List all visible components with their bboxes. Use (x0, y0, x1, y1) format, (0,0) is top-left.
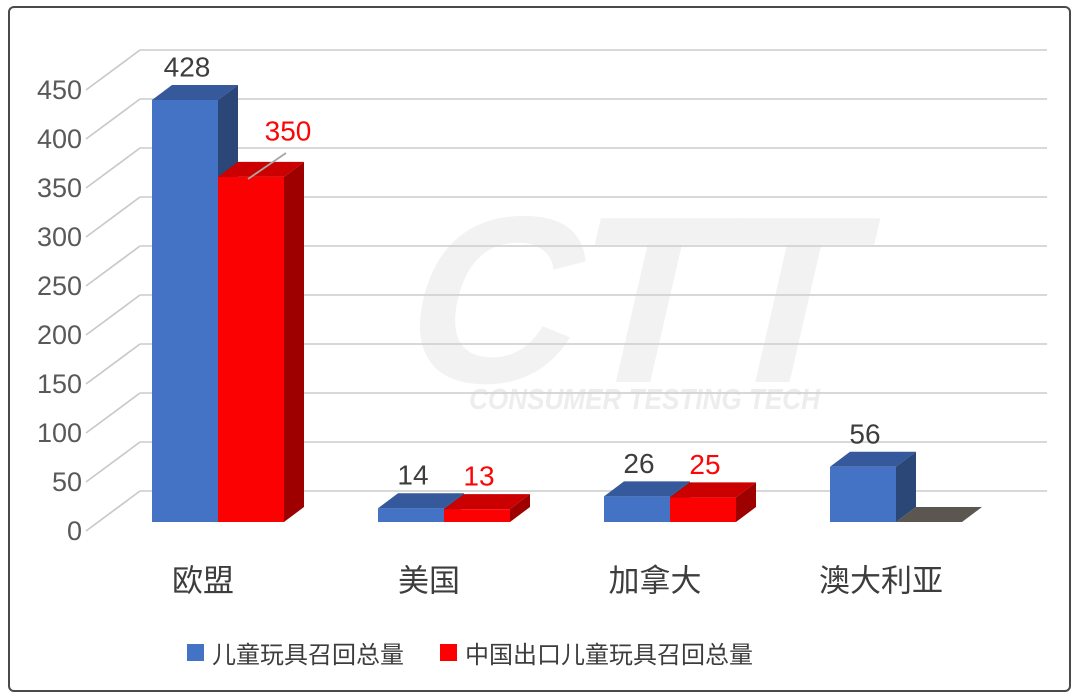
category-label-2: 加拿大 (609, 564, 702, 599)
watermark-subtitle: CONSUMER TESTING TECH (469, 384, 820, 416)
data-label-2-series-1: 25 (689, 449, 720, 480)
y-axis-label: 100 (37, 418, 82, 448)
y-axis-label: 350 (37, 173, 82, 203)
y-axis-tick-diagonal (85, 343, 141, 385)
chart-legend: 儿童玩具召回总量 中国出口儿童玩具召回总量 (0, 635, 940, 670)
bar-front-face (444, 509, 510, 522)
legend-label-china-export-recall: 中国出口儿童玩具召回总量 (465, 643, 753, 669)
y-axis-label: 400 (37, 124, 82, 154)
y-axis-tick-diagonal (85, 49, 141, 91)
category-label-0: 欧盟 (172, 564, 234, 599)
bar-top-face (830, 451, 916, 467)
data-label-2-series-0: 26 (623, 448, 654, 479)
y-axis-label: 200 (37, 320, 82, 350)
data-labels: 428 14 26 56 350 13 25 (164, 51, 881, 491)
y-axis-label: 450 (37, 75, 82, 105)
legend-swatch-red (440, 644, 457, 661)
bar-side-face (510, 494, 530, 522)
bar-1-series-1 (444, 494, 530, 522)
y-axis-label: 150 (37, 369, 82, 399)
bar-side-face (896, 451, 916, 522)
y-axis-label: 250 (37, 271, 82, 301)
y-axis-label: 0 (67, 516, 82, 546)
category-label-3: 澳大利亚 (819, 564, 943, 599)
data-label-1-series-1: 13 (463, 461, 494, 492)
bar-side-face (284, 161, 304, 522)
y-axis-tick-diagonal (85, 98, 141, 140)
y-axis-tick-diagonal (85, 441, 141, 483)
bar-top-face (604, 481, 690, 497)
x-axis-labels: 欧盟 美国 加拿大 澳大利亚 (172, 564, 943, 599)
bar-top-face (444, 494, 530, 510)
bar-front-face (830, 466, 896, 522)
bar-2-series-1 (670, 482, 756, 522)
y-axis-tick-diagonal (85, 245, 141, 287)
data-label-1-series-0: 14 (397, 460, 428, 491)
data-label-0-series-1: 350 (265, 116, 312, 147)
data-label-3-series-0: 56 (849, 418, 880, 449)
bar-side-face (736, 482, 756, 522)
bar-front-face (378, 508, 444, 522)
y-axis-tick-diagonal (85, 147, 141, 189)
y-axis-tick-diagonal (85, 392, 141, 434)
y-axis-tick-diagonal (85, 196, 141, 238)
legend-item-recall-total: 儿童玩具召回总量 (187, 635, 404, 670)
legend-item-china-export-recall: 中国出口儿童玩具召回总量 (440, 635, 753, 670)
bar-3-series-0 (830, 451, 916, 522)
legend-label-recall-total: 儿童玩具召回总量 (212, 643, 404, 669)
category-label-1: 美国 (398, 564, 460, 599)
bars (152, 84, 982, 522)
data-label-leader-line (247, 152, 287, 180)
y-axis-label: 300 (37, 222, 82, 252)
bar-front-face (604, 496, 670, 522)
bar-top-face (670, 482, 756, 498)
bar-front-face (152, 99, 218, 522)
data-label-0-series-0: 428 (164, 51, 211, 82)
bar-top-face (152, 84, 238, 100)
bar-front-face (218, 176, 284, 522)
y-axis-label: 50 (52, 467, 82, 497)
bar-top-face (378, 493, 464, 509)
zero-value-floor-shadow (896, 507, 982, 522)
bar-0-series-1 (218, 161, 304, 522)
legend-swatch-blue (187, 644, 204, 661)
y-axis-tick-diagonal (85, 294, 141, 336)
y-axis-tick-diagonal (85, 490, 141, 532)
bar-front-face (670, 497, 736, 522)
watermark: CTT CONSUMER TESTING TECH (383, 168, 889, 433)
